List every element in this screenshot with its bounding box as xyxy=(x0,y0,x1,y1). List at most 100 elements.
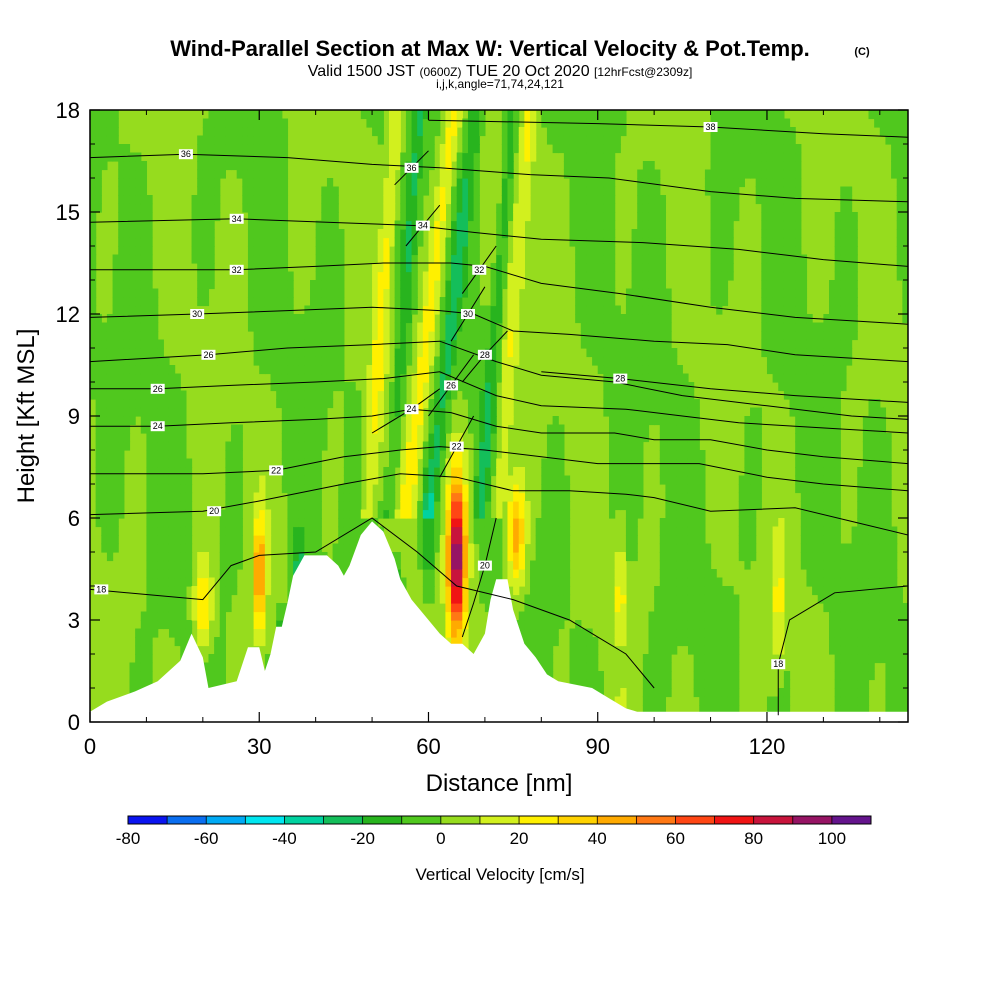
velocity-cell xyxy=(580,637,588,647)
velocity-cell xyxy=(744,161,751,171)
velocity-cell xyxy=(394,297,401,307)
velocity-cell xyxy=(755,118,762,128)
velocity-cell xyxy=(112,373,119,383)
velocity-cell xyxy=(259,348,266,358)
velocity-cell xyxy=(479,407,486,417)
velocity-cell xyxy=(586,348,593,358)
velocity-cell xyxy=(789,356,796,366)
velocity-cell xyxy=(676,620,683,630)
velocity-cell xyxy=(710,178,717,188)
velocity-cell xyxy=(541,645,548,655)
velocity-cell xyxy=(383,322,390,332)
velocity-cell xyxy=(253,594,260,604)
velocity-cell xyxy=(631,526,638,536)
velocity-cell xyxy=(152,373,159,383)
velocity-cell xyxy=(687,458,695,468)
velocity-cell xyxy=(112,399,119,409)
velocity-cell xyxy=(264,203,272,213)
velocity-cell xyxy=(575,628,582,638)
velocity-cell xyxy=(90,331,97,341)
velocity-cell xyxy=(388,484,396,494)
velocity-cell xyxy=(614,322,621,332)
velocity-cell xyxy=(259,195,266,205)
velocity-cell xyxy=(783,671,791,681)
velocity-cell xyxy=(95,195,102,205)
velocity-cell xyxy=(637,229,644,239)
velocity-cell xyxy=(795,186,802,196)
velocity-cell xyxy=(580,671,588,681)
velocity-cell xyxy=(496,484,503,494)
velocity-cell xyxy=(451,203,458,213)
velocity-cell xyxy=(259,178,266,188)
velocity-cell xyxy=(778,365,785,375)
velocity-cell xyxy=(772,535,779,545)
velocity-cell xyxy=(332,331,339,341)
velocity-cell xyxy=(422,450,430,460)
velocity-cell xyxy=(287,526,294,536)
velocity-cell xyxy=(259,492,266,502)
velocity-cell xyxy=(699,594,706,604)
velocity-cell xyxy=(377,416,384,426)
velocity-cell xyxy=(501,135,509,145)
velocity-cell xyxy=(558,433,565,443)
velocity-cell xyxy=(394,288,401,298)
velocity-cell xyxy=(456,237,463,247)
velocity-cell xyxy=(298,492,305,502)
velocity-cell xyxy=(315,297,322,307)
velocity-cell xyxy=(123,407,131,417)
velocity-cell xyxy=(445,518,452,528)
velocity-cell xyxy=(507,135,514,145)
velocity-cell xyxy=(264,237,272,247)
velocity-cell xyxy=(118,203,125,213)
velocity-cell xyxy=(202,611,210,621)
velocity-cell xyxy=(648,254,655,264)
velocity-cell xyxy=(180,501,187,511)
velocity-cell xyxy=(417,339,424,349)
velocity-cell xyxy=(800,535,808,545)
velocity-cell xyxy=(129,679,136,689)
velocity-cell xyxy=(733,127,740,137)
velocity-cell xyxy=(315,288,322,298)
velocity-cell xyxy=(202,628,210,638)
velocity-cell xyxy=(140,254,148,264)
velocity-cell xyxy=(524,509,531,519)
velocity-cell xyxy=(394,560,401,570)
velocity-cell xyxy=(332,220,339,230)
velocity-cell xyxy=(496,305,503,315)
velocity-cell xyxy=(467,399,475,409)
velocity-cell xyxy=(789,373,796,383)
velocity-cell xyxy=(434,220,441,230)
velocity-cell xyxy=(264,263,272,273)
velocity-cell xyxy=(293,433,300,443)
velocity-cell xyxy=(383,348,390,358)
velocity-cell xyxy=(157,526,164,536)
velocity-cell xyxy=(800,399,808,409)
velocity-cell xyxy=(349,501,356,511)
velocity-cell xyxy=(106,535,114,545)
velocity-cell xyxy=(428,484,435,494)
velocity-cell xyxy=(546,628,554,638)
velocity-cell xyxy=(112,416,119,426)
velocity-cell xyxy=(394,356,401,366)
velocity-cell xyxy=(152,594,159,604)
velocity-cell xyxy=(90,169,97,179)
velocity-cell xyxy=(95,186,102,196)
velocity-cell xyxy=(710,603,717,613)
velocity-cell xyxy=(558,518,565,528)
velocity-cell xyxy=(693,569,700,579)
velocity-cell xyxy=(462,229,469,239)
velocity-cell xyxy=(411,475,418,485)
velocity-cell xyxy=(609,356,616,366)
velocity-cell xyxy=(496,254,503,264)
velocity-cell xyxy=(682,594,689,604)
velocity-cell xyxy=(473,152,480,162)
velocity-cell xyxy=(507,373,514,383)
velocity-cell xyxy=(383,297,390,307)
velocity-cell xyxy=(501,467,509,477)
velocity-cell xyxy=(264,229,272,239)
velocity-cell xyxy=(772,314,779,324)
velocity-cell xyxy=(592,229,599,239)
velocity-cell xyxy=(451,628,458,638)
velocity-cell xyxy=(665,314,672,324)
velocity-cell xyxy=(755,407,762,417)
